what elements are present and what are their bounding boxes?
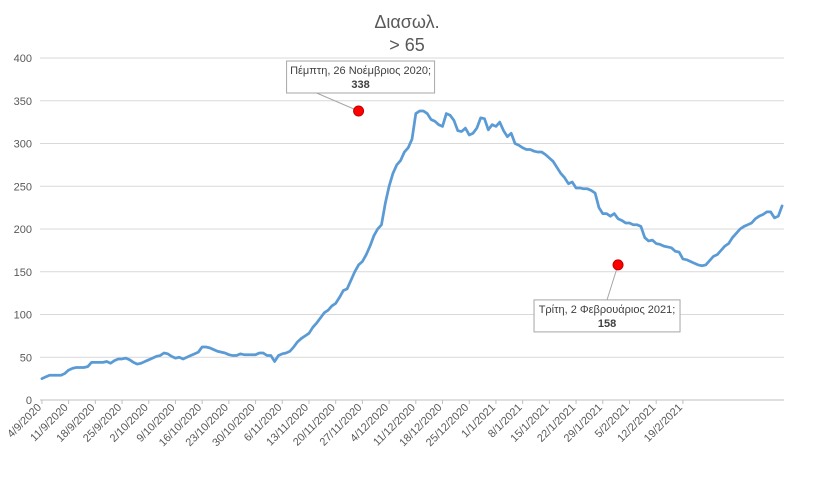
y-tick-label: 350 bbox=[14, 96, 32, 108]
y-tick-label: 0 bbox=[26, 395, 32, 407]
annotation-value: 338 bbox=[351, 79, 369, 91]
y-tick-label: 100 bbox=[14, 310, 32, 322]
chart-title: Διασωλ. bbox=[374, 12, 440, 32]
series-line bbox=[40, 109, 784, 381]
y-tick-label: 200 bbox=[14, 224, 32, 236]
annotation-marker bbox=[353, 105, 365, 117]
y-tick-label: 300 bbox=[14, 139, 32, 151]
annotation-value: 158 bbox=[598, 318, 616, 330]
annotation-box bbox=[533, 299, 681, 333]
annotation-box bbox=[286, 60, 436, 94]
annotation-leader bbox=[606, 264, 619, 301]
chart-subtitle: > 65 bbox=[389, 35, 425, 55]
annotation-text: Τρίτη, 2 Φεβρουάριος 2021; bbox=[539, 304, 676, 316]
y-tick-label: 400 bbox=[14, 53, 32, 65]
annotation-text: Πέμπτη, 26 Νοέμβριος 2020; bbox=[290, 65, 431, 77]
y-tick-label: 250 bbox=[14, 181, 32, 193]
y-tick-label: 150 bbox=[14, 267, 32, 279]
annotation-leader bbox=[316, 92, 359, 112]
annotation-marker bbox=[612, 259, 624, 271]
y-tick-label: 50 bbox=[20, 352, 32, 364]
